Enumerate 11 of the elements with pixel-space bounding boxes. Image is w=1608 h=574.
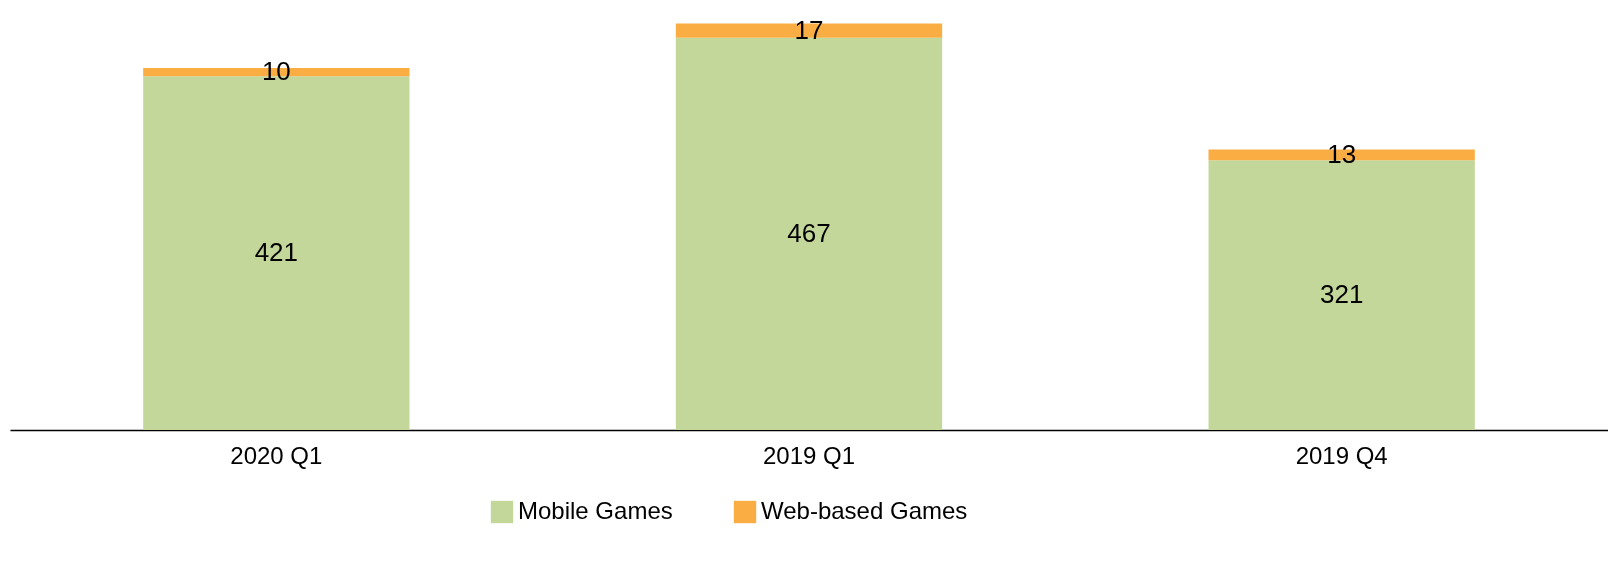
x-tick-label: 2020 Q1	[230, 441, 323, 469]
bar	[675, 23, 943, 38]
data-label: 321	[1319, 279, 1364, 310]
data-label: 421	[254, 237, 299, 268]
legend-label: Mobile Games	[518, 497, 673, 524]
bar	[675, 37, 943, 430]
legend-label: Web-based Games	[761, 497, 968, 524]
data-label: 467	[787, 217, 831, 248]
x-tick-label: 2019 Q1	[762, 441, 856, 469]
data-label: 17	[794, 14, 824, 45]
x-tick-label: 2019 Q4	[1295, 441, 1388, 469]
